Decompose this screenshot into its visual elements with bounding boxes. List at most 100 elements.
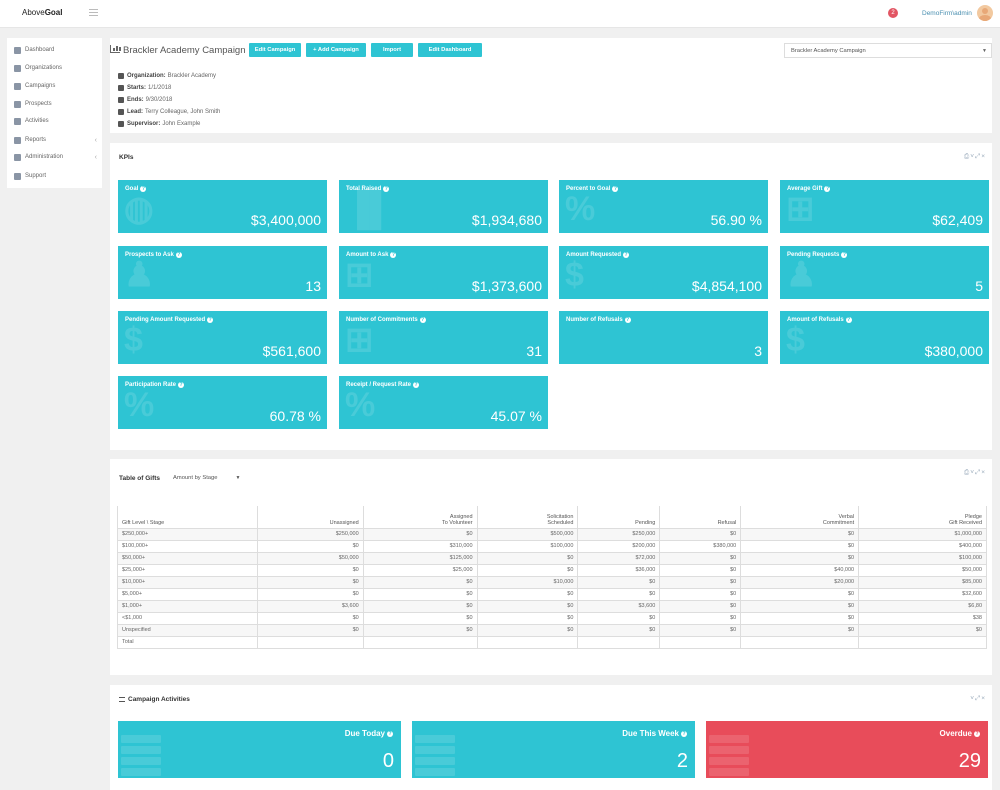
edit-campaign-button[interactable]: Edit Campaign [249,43,301,57]
kpi-label: Average Gift? [787,186,831,192]
help-icon[interactable]: ? [140,186,147,192]
help-icon[interactable]: ? [419,317,426,323]
activity-label: Due Today? [344,729,393,738]
sidebar-item-activities[interactable]: Activities [14,115,100,127]
kpi-label: Number of Refusals? [566,317,631,323]
panel-tools[interactable]: ˅⤢× [970,695,986,703]
help-icon[interactable]: ? [207,317,214,323]
column-header: Pending [577,506,661,529]
kpi-value: $3,400,000 [250,212,321,228]
panel-tools[interactable]: ⎙˅⤢× [964,469,986,477]
kpi-tile: $ Pending Amount Requested? $561,600 [118,311,327,364]
kpi-label: Receipt / Request Rate? [346,382,420,388]
help-icon[interactable]: ? [612,186,619,192]
sidebar-item-label: Administration [25,154,64,160]
close-icon[interactable]: × [981,153,986,160]
activity-tile-due-this-week[interactable]: Due This Week? 2 [412,721,695,778]
kpi-value: 13 [305,278,321,294]
kpi-label: Total Raised? [346,186,390,192]
server-icon [415,735,455,777]
help-icon[interactable]: ? [175,252,182,258]
expand-icon[interactable]: ⤢ [975,469,982,476]
activities-title: Campaign Activities [119,696,190,703]
kpi-value: $1,934,680 [471,212,542,228]
menu-toggle-icon[interactable] [89,9,98,16]
activity-tile-due-today[interactable]: Due Today? 0 [118,721,401,778]
brand-logo[interactable]: AboveGoal [22,8,62,17]
kpi-label: Participation Rate? [125,382,185,388]
activity-value: 29 [958,750,981,772]
table-row: Total [117,635,987,649]
table-row: $1,000+ $3,600 $0 $0 $3,600 $0 $0 $6,80 [117,599,987,613]
help-icon[interactable]: ? [413,382,420,388]
kpi-value: $4,854,100 [691,278,762,294]
edit-dashboard-button[interactable]: Edit Dashboard [418,43,482,57]
print-icon[interactable]: ⎙ [964,153,971,160]
kpi-value: 45.07 % [490,408,542,424]
info-lead: Lead: Terry Colleague, John Smith [118,109,220,115]
activity-label: Overdue? [939,729,980,738]
gifts-title: Table of Gifts [119,475,161,482]
campaign-select[interactable]: Brackler Academy Campaign ▼ [784,43,992,58]
activity-value: 2 [676,750,688,772]
chevron-down-icon[interactable]: ˅ [970,153,975,160]
user-icon [118,109,124,115]
gifts-filter-select[interactable]: Amount by Stage ▼ [173,475,240,481]
activity-tile-overdue[interactable]: Overdue? 29 [706,721,988,778]
help-icon[interactable]: ? [681,730,687,737]
table-row: $25,000+ $0 $25,000 $0 $36,000 $0 $40,000 $50,0… [117,563,987,577]
gifts-filter-value: Amount by Stage [173,475,218,481]
sidebar-item-administration[interactable]: Administration ‹ [14,151,100,163]
notification-badge[interactable]: 2 [888,8,898,18]
chevron-down-icon[interactable]: ˅ [970,469,975,476]
help-icon[interactable]: ? [845,317,852,323]
info-supervisor: Supervisor: John Example [118,121,200,127]
sidebar-item-campaigns[interactable]: Campaigns [14,80,100,92]
help-icon[interactable]: ? [624,317,631,323]
close-icon[interactable]: × [981,695,986,702]
help-icon[interactable]: ? [178,382,185,388]
help-icon[interactable]: ? [390,252,397,258]
kpi-value: $1,373,600 [471,278,542,294]
expand-icon[interactable]: ⤢ [975,153,982,160]
kpi-tile: % Percent to Goal? 56.90 % [559,180,768,233]
percent-icon: % [124,386,155,424]
user-name-link[interactable]: DemoFirm\admin [922,10,972,17]
campaign-header: Brackler Academy Campaign Edit Campaign … [110,38,992,133]
gifts-table: Gift Level \ Stage Unassigned Assigned To… [117,506,987,649]
kpi-tile: ♟ Pending Requests? 5 [780,246,989,299]
sidebar-item-support[interactable]: Support [14,170,100,182]
column-header: Gift Level \ Stage [117,506,258,529]
sidebar-item-label: Prospects [25,101,52,107]
info-label: Ends: [127,97,144,103]
sidebar-item-dashboard[interactable]: Dashboard [14,44,100,56]
sidebar-item-reports[interactable]: Reports ‹ [14,134,100,146]
expand-icon[interactable]: ⤢ [975,695,982,702]
import-button[interactable]: Import [371,43,413,57]
help-icon[interactable]: ? [841,252,848,258]
kpi-value: 31 [526,343,542,359]
close-icon[interactable]: × [981,469,986,476]
help-icon[interactable]: ? [623,252,630,258]
column-header: Verbal Commitment [740,506,860,529]
avatar[interactable] [977,5,993,21]
help-icon[interactable]: ? [974,730,980,737]
percent-icon: % [565,190,596,228]
help-icon[interactable]: ? [383,186,390,192]
sidebar-item-prospects[interactable]: Prospects [14,98,100,110]
add-campaign-button[interactable]: + Add Campaign [306,43,366,57]
sidebar: Dashboard Organizations Campaigns Prospe… [7,38,102,188]
chevron-down-icon[interactable]: ˅ [970,695,975,702]
kpi-value: 60.78 % [269,408,321,424]
help-icon[interactable]: ? [824,186,831,192]
info-label: Organization: [127,73,166,79]
kpi-label: Pending Requests? [787,252,848,258]
list-icon [119,697,125,702]
file-icon [14,136,21,144]
sidebar-item-organizations[interactable]: Organizations [14,62,100,74]
chevron-left-icon: ‹ [94,136,97,144]
help-icon[interactable]: ? [387,730,393,737]
kpi-value: 56.90 % [710,212,762,228]
panel-tools[interactable]: ⎙˅⤢× [964,153,986,161]
print-icon[interactable]: ⎙ [964,469,971,476]
